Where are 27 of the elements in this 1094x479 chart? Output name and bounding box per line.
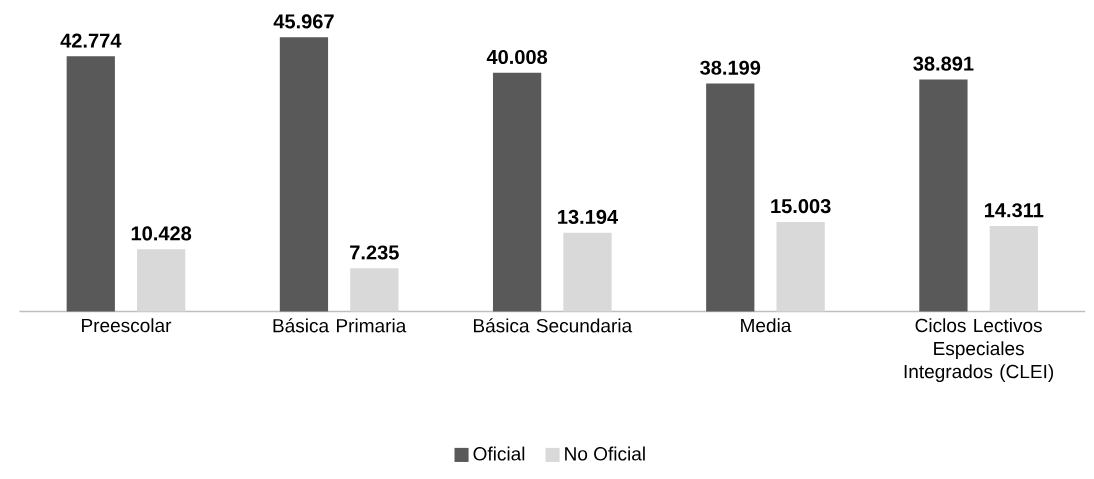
bar — [350, 268, 399, 312]
x-tick-label: Básica Secundaria — [473, 318, 633, 333]
bar — [66, 56, 115, 312]
x-tick-label: Media — [741, 318, 792, 333]
bar — [279, 37, 329, 312]
data-label: 14.311 — [984, 203, 1044, 218]
bar — [919, 79, 968, 312]
bar — [706, 83, 755, 312]
legend-label: Oficial — [473, 446, 525, 461]
data-label: 15.003 — [771, 198, 831, 214]
data-label: 7.235 — [350, 245, 399, 260]
bar — [776, 221, 825, 312]
bar — [563, 232, 612, 312]
data-label: 13.194 — [558, 209, 618, 224]
data-label: 45.967 — [273, 14, 334, 29]
bar — [492, 72, 542, 312]
data-label: 40.008 — [486, 49, 548, 64]
bar — [137, 249, 186, 312]
legend-label: No Oficial — [565, 446, 645, 461]
x-tick-label: Básica Primaria — [273, 318, 407, 333]
bar — [989, 225, 1038, 312]
x-tick-label: Preescolar — [82, 318, 172, 333]
data-label: 10.428 — [131, 226, 192, 241]
data-label: 38.891 — [913, 56, 974, 71]
data-label: 38.199 — [700, 60, 761, 75]
data-label: 42.774 — [60, 33, 122, 48]
x-tick-label: Ciclos Lectivos Especiales Integrados (CLEI) — [904, 318, 1054, 382]
